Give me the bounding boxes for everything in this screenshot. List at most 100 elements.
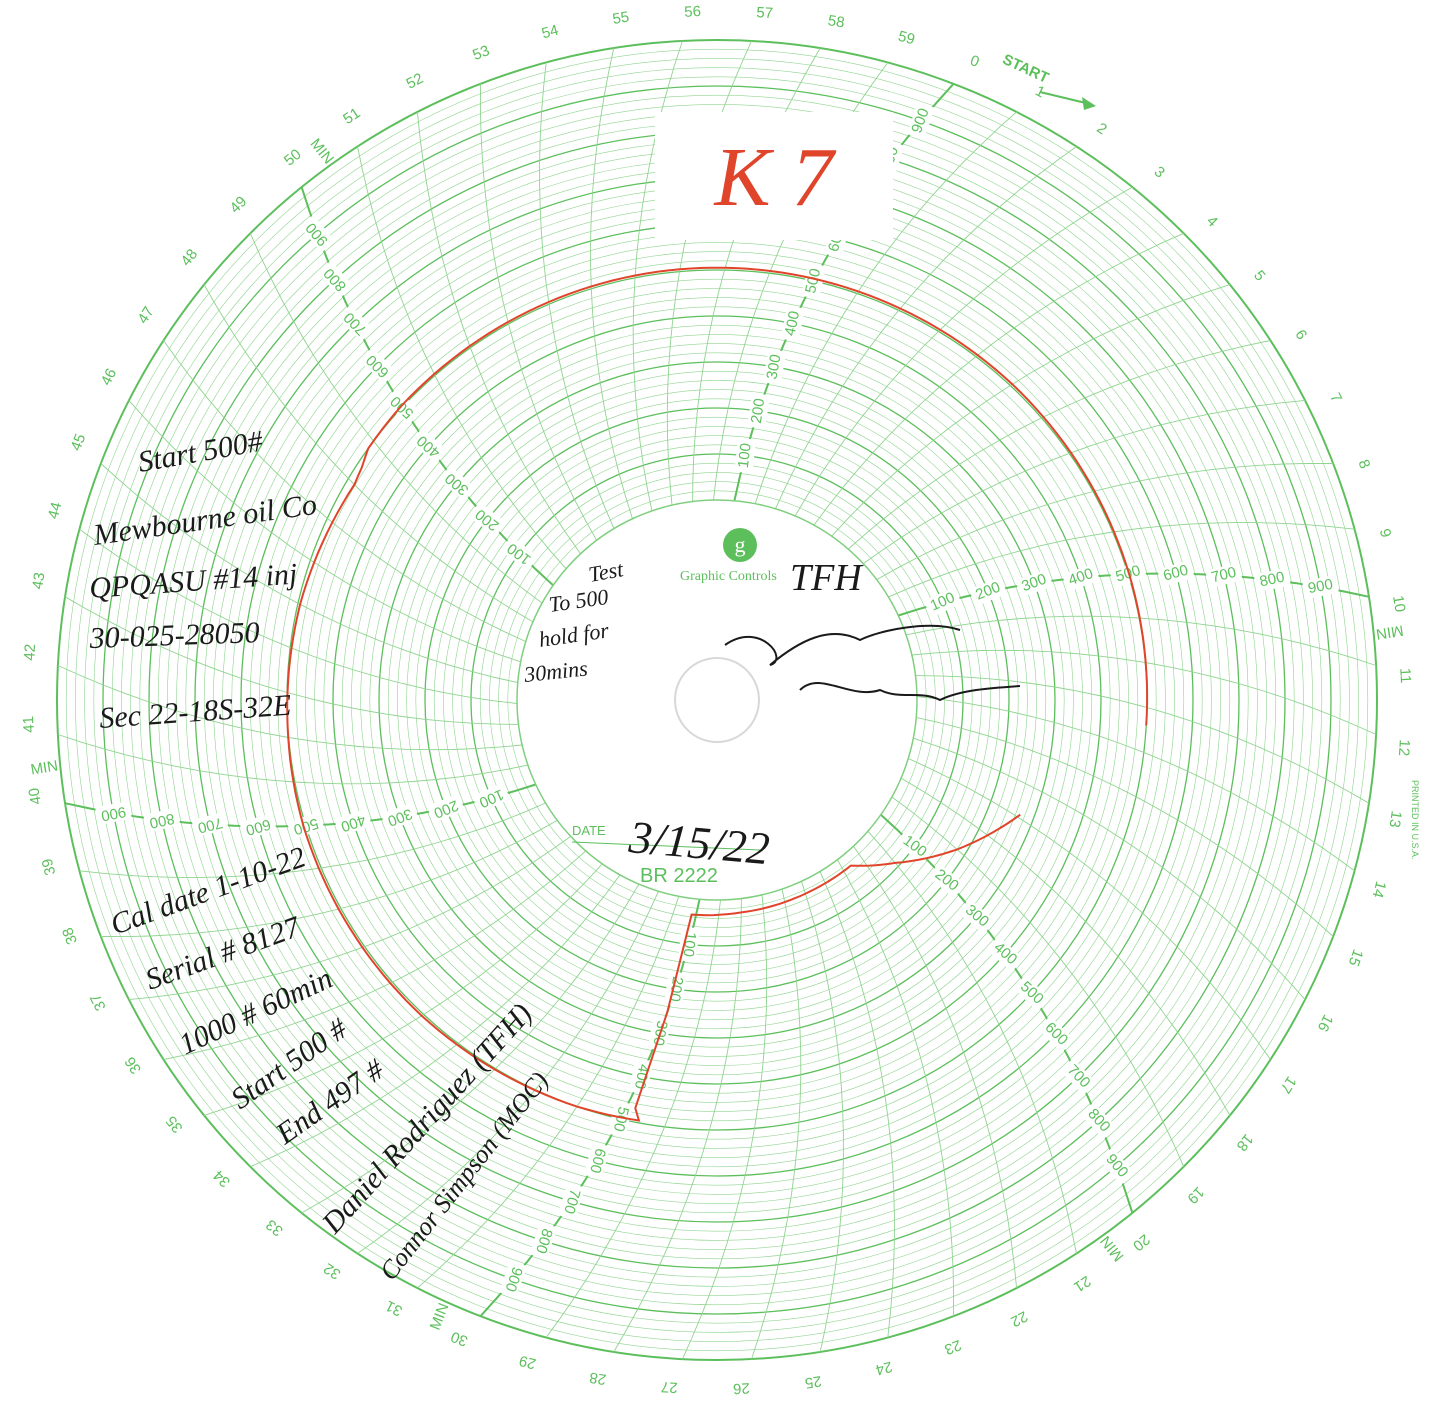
minute-label: 56	[684, 3, 702, 21]
grid-ring	[378, 361, 1056, 1039]
pressure-label: 400	[631, 1063, 653, 1091]
label-bg	[747, 392, 770, 430]
minute-label: 39	[39, 857, 60, 878]
tag-box	[655, 112, 893, 240]
date-label: DATE	[572, 823, 606, 838]
minor-ring	[479, 462, 955, 938]
label-bg	[1037, 1015, 1075, 1053]
minor-ring	[369, 352, 1065, 1048]
minor-ring	[84, 67, 1350, 1333]
minor-ring	[259, 242, 1175, 1158]
minute-line	[416, 111, 581, 554]
minor-ring	[433, 416, 1001, 984]
brand: Graphic Controls	[680, 569, 777, 584]
minute-line	[100, 820, 558, 938]
label-bg	[762, 348, 787, 386]
minute-label: 52	[404, 70, 427, 93]
minor-ring	[351, 334, 1083, 1066]
minor-ring	[397, 380, 1037, 1020]
label-bg	[500, 535, 539, 571]
label-bg	[1060, 1058, 1097, 1096]
grid-ring	[424, 407, 1010, 993]
signature-scribble	[799, 681, 1021, 702]
date: 3/15/22	[626, 811, 771, 874]
label-bg	[906, 101, 936, 140]
minute-line	[128, 400, 521, 663]
label-bg	[529, 1221, 558, 1260]
minor-ring	[65, 48, 1369, 1352]
label-bg	[664, 970, 687, 1008]
minute-label: 22	[1008, 1307, 1031, 1330]
label-bg	[317, 260, 354, 298]
start-arrow	[1039, 91, 1091, 105]
minor-ring	[75, 58, 1359, 1342]
minute-line	[128, 836, 571, 1001]
pressure-label: 600	[1161, 562, 1190, 585]
minor-ring	[415, 398, 1019, 1002]
minute-line	[79, 528, 518, 704]
tag: K 7	[713, 131, 836, 224]
minute-label: 51	[340, 105, 363, 128]
center-blank	[516, 499, 918, 901]
minute-line	[163, 340, 526, 642]
pressure-label: 500	[291, 814, 320, 838]
label-bg	[334, 808, 373, 837]
minor-ring	[406, 389, 1028, 1011]
minor-ring	[323, 306, 1111, 1094]
start-arrow-head	[1082, 97, 1096, 110]
minute-line	[357, 146, 567, 570]
minor-ring	[360, 343, 1074, 1057]
minute-label: 50	[281, 146, 305, 170]
minute-label: 36	[122, 1054, 145, 1077]
minute-label: 10	[1389, 594, 1408, 613]
chart-number: BR 2222	[640, 865, 718, 887]
label-bg	[95, 800, 132, 825]
minute-line	[794, 186, 1133, 517]
minute-label: 48	[177, 246, 201, 270]
grid-ring	[332, 315, 1102, 1085]
minute-line	[203, 284, 534, 623]
minute-line	[900, 777, 1231, 1116]
label-bg	[986, 935, 1024, 972]
minute-unit: MIN.	[29, 757, 63, 779]
label-bg	[1080, 1102, 1117, 1140]
minute-label: 53	[470, 42, 492, 64]
label-bg	[472, 782, 511, 813]
label-bg	[498, 1260, 528, 1299]
label-bg	[410, 428, 448, 465]
minute-label: 43	[29, 571, 48, 590]
label-bg	[607, 1100, 633, 1138]
note: 30-025-28050	[88, 616, 260, 655]
minute-line	[775, 146, 1077, 509]
label-bg	[426, 793, 466, 824]
pressure-label: 100	[735, 442, 755, 469]
minute-label: 58	[827, 12, 846, 31]
minute-label: 38	[59, 925, 81, 947]
minor-ring	[121, 104, 1313, 1296]
pressure-label: 700	[560, 1187, 583, 1216]
label-bg	[923, 587, 962, 618]
label-bg	[628, 1057, 654, 1095]
pressure-label: 500	[610, 1105, 632, 1133]
minute-line	[57, 734, 528, 785]
minute-line	[819, 871, 895, 1338]
minor-ring	[277, 260, 1157, 1140]
label-bg	[299, 215, 336, 253]
printed-in: PRINTED IN U.S.A.	[1410, 780, 1420, 860]
minute-label: 14	[1369, 879, 1390, 900]
minute-line	[837, 859, 955, 1317]
minor-ring	[507, 490, 927, 910]
minor-ring	[443, 426, 991, 974]
minute-label: 42	[21, 644, 39, 662]
minute-line	[751, 889, 802, 1360]
pressure-label: 500	[802, 267, 824, 295]
minute-label: 16	[1314, 1012, 1337, 1035]
note: Test	[587, 556, 626, 587]
label-bg	[438, 465, 477, 502]
minute-label: 45	[68, 432, 90, 454]
label-bg	[1302, 575, 1339, 600]
minute-label: 11	[1396, 667, 1414, 683]
minute-label: 26	[733, 1379, 751, 1397]
label-bg	[734, 437, 757, 474]
label-bg	[895, 829, 934, 865]
